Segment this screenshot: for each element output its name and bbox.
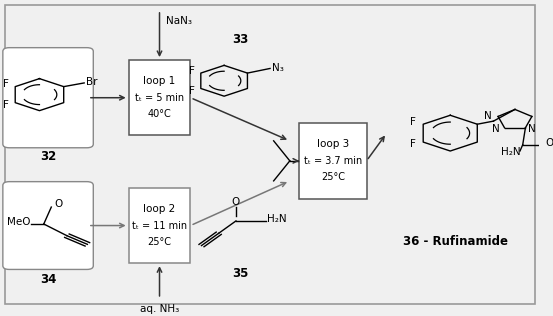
- Text: O: O: [232, 198, 240, 207]
- FancyBboxPatch shape: [128, 188, 190, 263]
- FancyBboxPatch shape: [299, 123, 367, 198]
- Text: F: F: [3, 100, 9, 110]
- Text: 34: 34: [40, 273, 56, 286]
- Text: loop 3: loop 3: [317, 139, 349, 149]
- Text: tₜ = 5 min: tₜ = 5 min: [135, 93, 184, 103]
- Text: F: F: [410, 139, 415, 149]
- Text: 33: 33: [232, 33, 248, 46]
- Text: N₃: N₃: [272, 63, 284, 73]
- Text: NaN₃: NaN₃: [166, 16, 192, 26]
- Text: N: N: [493, 125, 500, 134]
- Text: 40°C: 40°C: [148, 109, 171, 119]
- Text: Br: Br: [86, 77, 97, 87]
- Text: MeO: MeO: [7, 217, 31, 228]
- FancyBboxPatch shape: [3, 48, 93, 148]
- Text: F: F: [189, 66, 195, 76]
- Text: loop 2: loop 2: [143, 204, 176, 214]
- Text: O: O: [545, 138, 553, 148]
- FancyBboxPatch shape: [3, 182, 93, 270]
- Text: N: N: [528, 125, 536, 134]
- Text: tₜ = 3.7 min: tₜ = 3.7 min: [304, 156, 362, 166]
- Text: tₜ = 11 min: tₜ = 11 min: [132, 221, 187, 231]
- Text: F: F: [410, 117, 415, 127]
- Text: loop 1: loop 1: [143, 76, 176, 86]
- Text: F: F: [3, 79, 9, 89]
- Text: H₂N: H₂N: [267, 214, 287, 224]
- Text: 35: 35: [232, 267, 248, 280]
- Text: 25°C: 25°C: [321, 173, 345, 182]
- Text: N: N: [484, 112, 492, 121]
- Text: 25°C: 25°C: [148, 237, 171, 247]
- Text: H₂N: H₂N: [502, 148, 521, 157]
- Text: O: O: [54, 199, 62, 209]
- Text: aq. NH₃: aq. NH₃: [140, 304, 179, 314]
- Text: F: F: [189, 86, 195, 96]
- Text: 32: 32: [40, 150, 56, 163]
- Text: 36 - Rufinamide: 36 - Rufinamide: [403, 235, 508, 248]
- FancyBboxPatch shape: [128, 60, 190, 136]
